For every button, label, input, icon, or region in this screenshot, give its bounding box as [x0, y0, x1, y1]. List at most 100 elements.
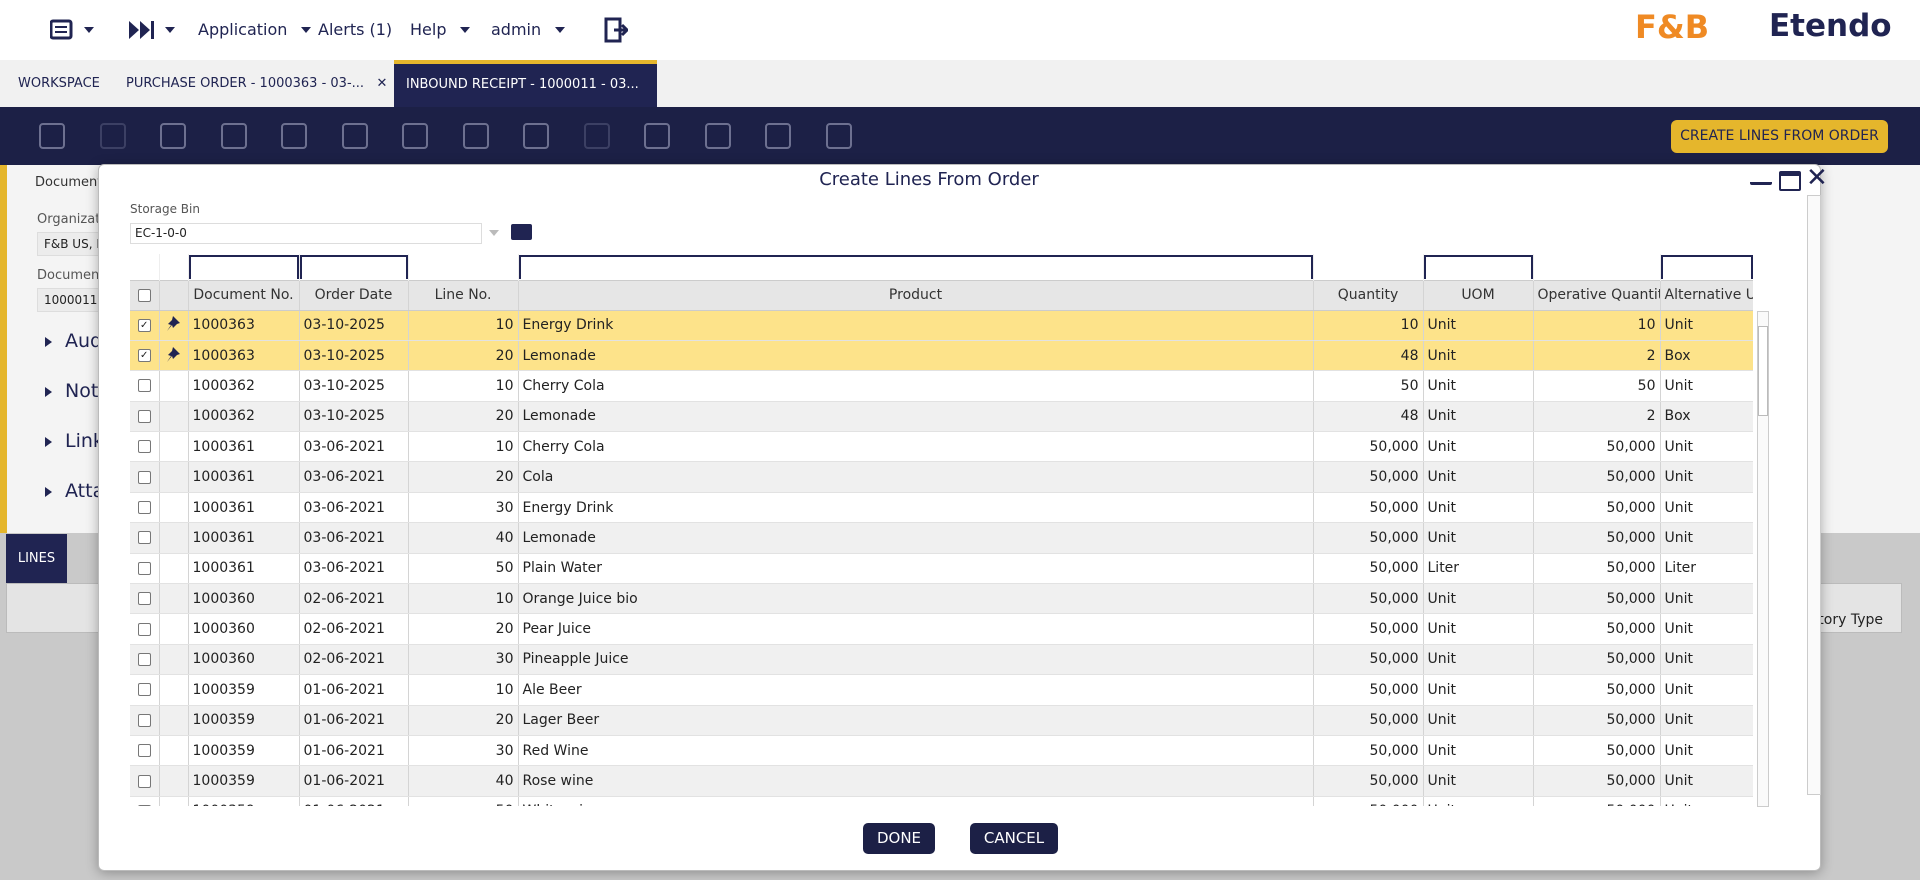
checkbox[interactable]: [137, 683, 151, 697]
storage-bin-input[interactable]: EC-1-0-0: [130, 223, 482, 244]
row-checkbox[interactable]: [130, 492, 160, 524]
checkbox[interactable]: [137, 804, 151, 806]
toolbar-icon[interactable]: [341, 123, 368, 149]
search-button[interactable]: [511, 224, 532, 240]
toolbar-icon[interactable]: [704, 123, 731, 149]
row-checkbox[interactable]: [130, 583, 160, 615]
grid-row[interactable]: ✓ 1000363 03-10-2025 20 Lemonade 48 Unit 2 Box: [130, 340, 1753, 372]
grid-row[interactable]: 1000361 03-06-2021 50 Plain Water 50,000 Lite…: [130, 553, 1753, 585]
grid-row[interactable]: 1000361 03-06-2021 30 Energy Drink 50,000 Uni…: [130, 492, 1753, 524]
menu-alerts[interactable]: Alerts (1): [318, 20, 393, 39]
toolbar-icon[interactable]: [765, 123, 791, 149]
grid-row[interactable]: 1000361 03-06-2021 20 Cola 50,000 Unit 50,000 U…: [130, 461, 1753, 493]
column-header[interactable]: Alternative UOM: [1660, 279, 1753, 311]
cancel-button[interactable]: CANCEL: [970, 823, 1058, 854]
toolbar-icon[interactable]: [281, 123, 307, 149]
row-checkbox[interactable]: [130, 644, 160, 676]
checkbox[interactable]: [137, 531, 151, 545]
row-checkbox[interactable]: [130, 461, 160, 493]
filter-input[interactable]: [1660, 254, 1752, 279]
toolbar-icon[interactable]: [523, 123, 549, 149]
grid-scrollbar[interactable]: [1757, 311, 1769, 807]
grid-row[interactable]: 1000361 03-06-2021 40 Lemonade 50,000 Unit 50,…: [130, 522, 1753, 554]
menu-application[interactable]: Application: [198, 20, 312, 39]
checkbox[interactable]: [137, 501, 151, 515]
grid-row[interactable]: 1000361 03-06-2021 10 Cherry Cola 50,000 Unit…: [130, 431, 1753, 463]
row-checkbox[interactable]: [130, 613, 160, 645]
grid-row[interactable]: 1000359 01-06-2021 40 Rose wine 50,000 Unit 50…: [130, 765, 1753, 797]
grid-row[interactable]: 1000362 03-10-2025 10 Cherry Cola 50 Unit 50 Un…: [130, 370, 1753, 402]
menu-icon[interactable]: [50, 18, 96, 42]
column-header[interactable]: Product: [518, 279, 1314, 311]
checkbox[interactable]: [137, 774, 151, 788]
checkbox[interactable]: [137, 713, 151, 727]
lines-tab[interactable]: LINES: [6, 534, 67, 583]
toolbar-icon[interactable]: [99, 123, 126, 149]
row-checkbox[interactable]: [130, 401, 160, 433]
dropdown-arrow[interactable]: [489, 230, 499, 241]
create-lines-button[interactable]: CREATE LINES FROM ORDER: [1671, 120, 1888, 153]
grid-row[interactable]: 1000359 01-06-2021 20 Lager Beer 50,000 Unit 5…: [130, 705, 1753, 736]
column-header[interactable]: Line No.: [408, 279, 519, 311]
menu-user[interactable]: admin: [491, 20, 566, 39]
maximize[interactable]: [1779, 171, 1801, 191]
toolbar-icon[interactable]: [39, 123, 65, 149]
grid-row[interactable]: 1000362 03-10-2025 20 Lemonade 48 Unit 2 Box: [130, 401, 1753, 433]
column-header[interactable]: Operative Quantity: [1533, 279, 1661, 311]
row-checkbox[interactable]: ✓: [130, 340, 160, 372]
checkbox[interactable]: [137, 592, 151, 606]
checkbox[interactable]: ✓: [137, 349, 151, 363]
toolbar-icon[interactable]: [462, 123, 489, 149]
menu-help[interactable]: Help: [410, 20, 471, 39]
checkbox[interactable]: [137, 409, 151, 423]
row-checkbox[interactable]: [130, 674, 160, 706]
toolbar-icon[interactable]: [160, 123, 186, 149]
logout-icon[interactable]: [604, 17, 628, 43]
filter-input[interactable]: [1423, 254, 1532, 279]
checkbox[interactable]: [137, 470, 151, 484]
toolbar-icon[interactable]: [825, 123, 852, 149]
tab-active[interactable]: INBOUND RECEIPT - 1000011 - 03... ✕: [394, 60, 657, 133]
row-checkbox[interactable]: [130, 735, 160, 767]
grid-row[interactable]: 1000359 01-06-2021 10 Ale Beer 50,000 Unit 50,…: [130, 674, 1753, 706]
toolbar-icon[interactable]: [220, 123, 247, 149]
column-header[interactable]: UOM: [1423, 279, 1534, 311]
filter-input[interactable]: [518, 254, 1312, 279]
checkbox[interactable]: [137, 561, 151, 575]
grid-row[interactable]: 1000360 02-06-2021 20 Pear Juice 50,000 Unit 5…: [130, 613, 1753, 645]
row-checkbox[interactable]: [130, 370, 160, 402]
checkbox[interactable]: [137, 440, 151, 454]
filter-input[interactable]: [299, 254, 407, 279]
tab[interactable]: WORKSPACE: [18, 76, 100, 91]
row-checkbox[interactable]: [130, 705, 160, 736]
row-checkbox[interactable]: ✓: [130, 310, 160, 341]
minimize[interactable]: [1750, 171, 1772, 185]
tab[interactable]: PURCHASE ORDER - 1000363 - 03-... ✕: [126, 76, 388, 91]
checkbox[interactable]: [137, 379, 151, 393]
toolbar-icon[interactable]: [402, 123, 428, 149]
toolbar-icon[interactable]: [644, 123, 670, 149]
row-checkbox[interactable]: [130, 765, 160, 797]
grid-row[interactable]: 1000360 02-06-2021 30 Pineapple Juice 50,000…: [130, 644, 1753, 676]
filter-input[interactable]: [188, 254, 298, 279]
column-header[interactable]: Document No.: [188, 279, 300, 311]
checkbox[interactable]: [137, 744, 151, 758]
toolbar-icon[interactable]: [583, 123, 610, 149]
grid-row[interactable]: ✓ 1000363 03-10-2025 10 Energy Drink 10 Unit 10…: [130, 310, 1753, 341]
checkbox[interactable]: ✓: [137, 318, 151, 332]
quick-launch-icon[interactable]: [127, 18, 179, 42]
dialog-scrollbar[interactable]: [1807, 195, 1821, 795]
done-button[interactable]: DONE: [863, 823, 935, 854]
close[interactable]: ✕: [1806, 163, 1828, 193]
grid-row[interactable]: 1000360 02-06-2021 10 Orange Juice bio 50,00…: [130, 583, 1753, 615]
form-tab[interactable]: Document: [35, 175, 103, 190]
column-header[interactable]: Order Date: [299, 279, 409, 311]
checkbox[interactable]: [137, 652, 151, 666]
row-checkbox[interactable]: [130, 796, 160, 806]
row-checkbox[interactable]: [130, 553, 160, 585]
checkbox[interactable]: [137, 622, 151, 636]
row-checkbox[interactable]: [130, 431, 160, 463]
grid-row[interactable]: 1000359 01-06-2021 30 Red Wine 50,000 Unit 50,…: [130, 735, 1753, 767]
row-checkbox[interactable]: [130, 522, 160, 554]
